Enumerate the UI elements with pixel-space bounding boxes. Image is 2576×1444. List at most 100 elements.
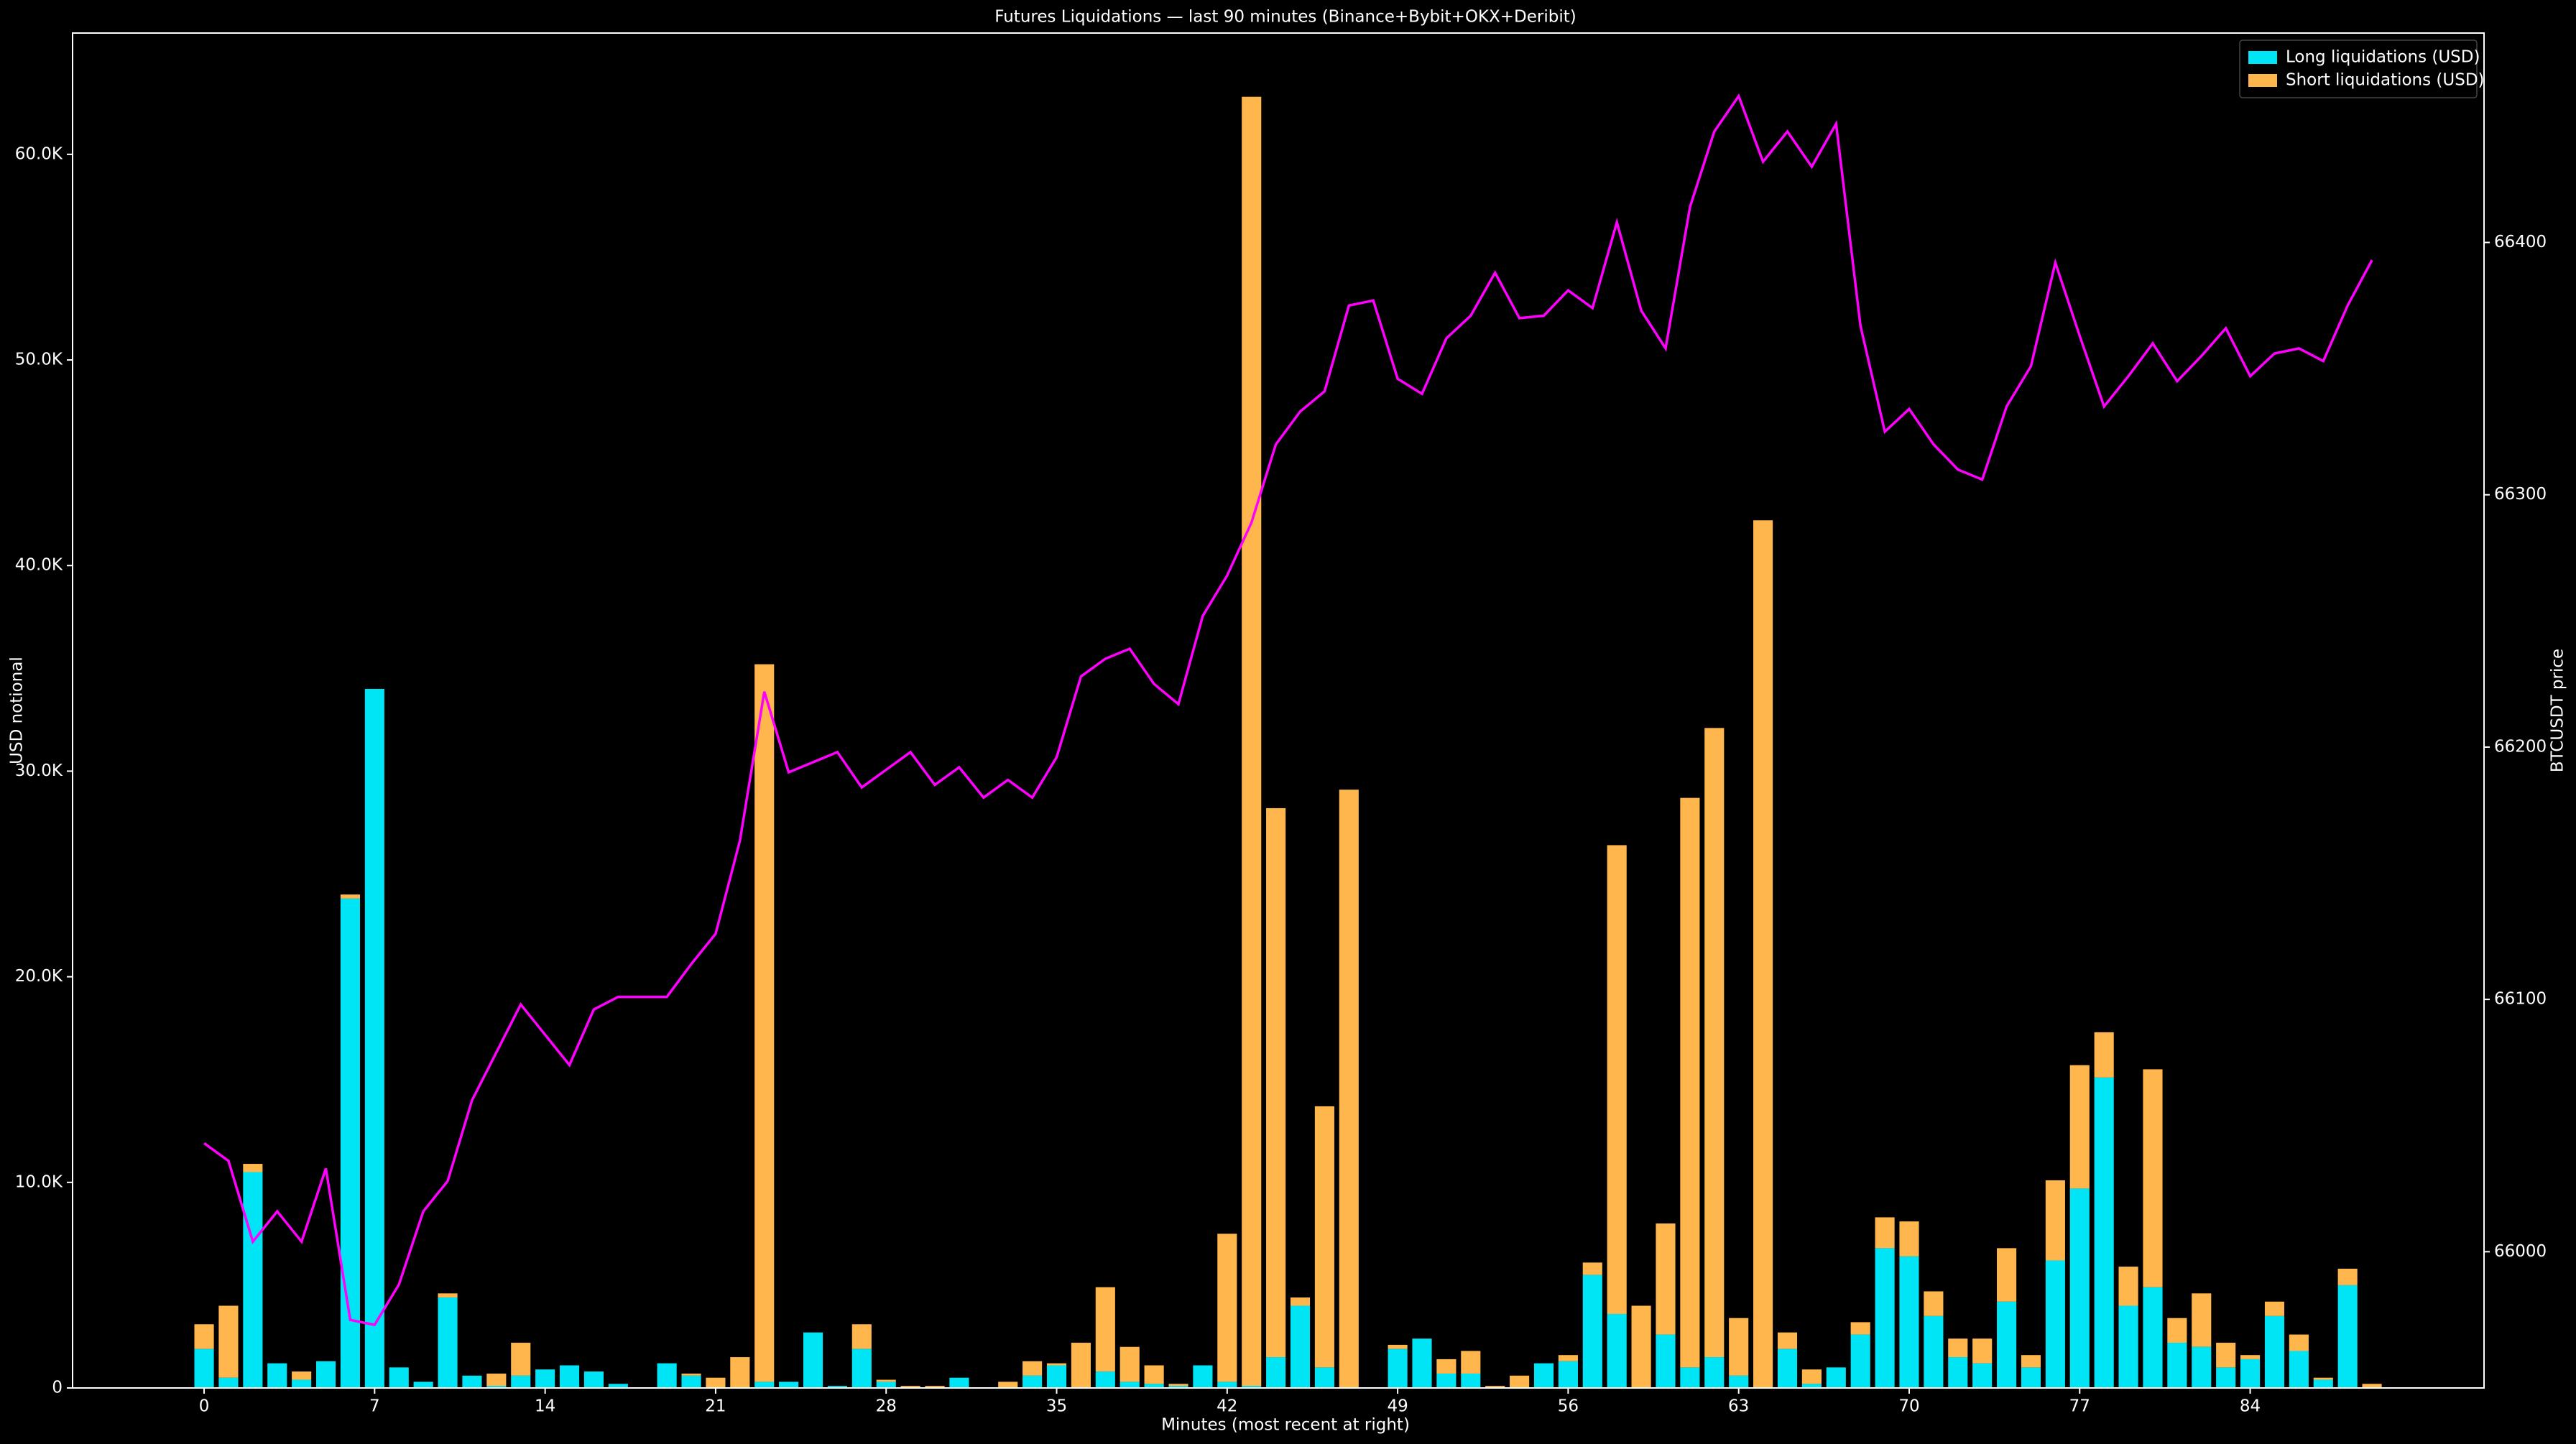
bar	[2094, 1077, 2114, 1388]
bar	[2069, 1065, 2090, 1189]
x-tick-label: 49	[1387, 1397, 1408, 1416]
bar	[315, 1361, 336, 1388]
legend-frame	[2239, 40, 2478, 98]
bar	[1314, 1367, 1334, 1388]
bar	[1144, 1384, 1164, 1388]
bar	[803, 1332, 823, 1388]
bar	[1071, 1343, 1091, 1388]
bar	[1631, 1305, 1651, 1388]
bar	[243, 1172, 263, 1388]
bar	[2118, 1267, 2138, 1306]
bar	[1510, 1375, 1530, 1388]
y-tick-label: 10.0K	[15, 1172, 63, 1191]
bar	[754, 664, 775, 1382]
bar	[1777, 1348, 1798, 1388]
bar	[438, 1297, 458, 1388]
bar	[1120, 1381, 1140, 1388]
bar	[2337, 1285, 2358, 1388]
bar	[194, 1348, 214, 1388]
bar	[1704, 728, 1725, 1358]
x-tick-label: 70	[1898, 1397, 1919, 1416]
bar	[1607, 1313, 1627, 1388]
bar	[1899, 1256, 1919, 1388]
legend-swatch	[2248, 74, 2277, 87]
bar	[1168, 1386, 1188, 1388]
bar	[706, 1377, 726, 1388]
bar	[1412, 1338, 1432, 1388]
bar	[1242, 96, 1262, 1387]
bar	[1924, 1291, 1944, 1316]
bar	[657, 1363, 677, 1388]
bar	[1266, 807, 1286, 1358]
y-axis-label: USD notional	[8, 657, 27, 764]
bar	[1924, 1315, 1944, 1388]
bar	[1217, 1381, 1237, 1388]
bar	[1461, 1373, 1481, 1388]
y2-tick-label: 66200	[2494, 737, 2547, 756]
x-tick-label: 42	[1217, 1397, 1237, 1416]
bar	[1095, 1371, 1115, 1388]
bar	[1046, 1365, 1067, 1388]
bar	[486, 1386, 507, 1388]
bar	[1095, 1287, 1115, 1372]
bar	[1314, 1106, 1334, 1368]
bar	[1461, 1351, 1481, 1374]
bar	[486, 1373, 507, 1387]
bar	[1120, 1346, 1140, 1382]
bar	[292, 1371, 312, 1380]
bar	[1948, 1357, 1968, 1388]
plot-frame	[72, 32, 2485, 1389]
chart-title: Futures Liquidations — last 90 minutes (…	[994, 8, 1576, 27]
bar	[2021, 1355, 2041, 1368]
x-axis-label: Minutes (most recent at right)	[1161, 1416, 1410, 1435]
bar	[1022, 1375, 1043, 1388]
bar	[364, 688, 384, 1388]
bar	[1436, 1359, 1456, 1374]
bar	[2021, 1367, 2041, 1388]
bar	[1972, 1363, 1993, 1388]
bar	[1801, 1384, 1822, 1388]
bar	[876, 1381, 896, 1388]
bar	[1850, 1334, 1870, 1388]
y-tick-label: 0	[52, 1379, 63, 1397]
bar	[2362, 1384, 2382, 1388]
bar	[1266, 1357, 1286, 1388]
x-tick-label: 0	[199, 1397, 210, 1416]
bar	[1558, 1355, 1578, 1361]
bar	[1485, 1386, 1505, 1388]
bar	[779, 1381, 799, 1388]
bar	[1388, 1348, 1408, 1388]
legend-label: Short liquidations (USD)	[2286, 71, 2485, 90]
bar	[413, 1381, 433, 1388]
bar	[2264, 1315, 2285, 1388]
bar	[608, 1384, 628, 1388]
bar	[1582, 1262, 1602, 1275]
bar	[1193, 1365, 1213, 1388]
bar	[535, 1369, 555, 1388]
bar	[681, 1375, 701, 1388]
bar	[1217, 1234, 1237, 1382]
bar	[218, 1305, 239, 1378]
bar	[2192, 1293, 2212, 1347]
bar	[340, 898, 361, 1388]
bar	[511, 1375, 531, 1388]
x-tick-label: 63	[1728, 1397, 1749, 1416]
bar	[1875, 1248, 1895, 1388]
price-line	[203, 93, 2373, 1327]
bar	[925, 1386, 945, 1388]
bar	[2143, 1287, 2163, 1388]
bar	[876, 1379, 896, 1382]
bar	[194, 1324, 214, 1349]
bar	[2069, 1188, 2090, 1388]
bar	[1875, 1217, 1895, 1249]
x-tick-label: 28	[876, 1397, 897, 1416]
bar	[2094, 1032, 2114, 1078]
bar	[340, 894, 361, 899]
bar	[1607, 845, 1627, 1314]
y-tick-label: 60.0K	[15, 144, 63, 163]
bar	[1022, 1361, 1043, 1376]
bar	[1046, 1363, 1067, 1366]
bar	[2337, 1269, 2358, 1285]
